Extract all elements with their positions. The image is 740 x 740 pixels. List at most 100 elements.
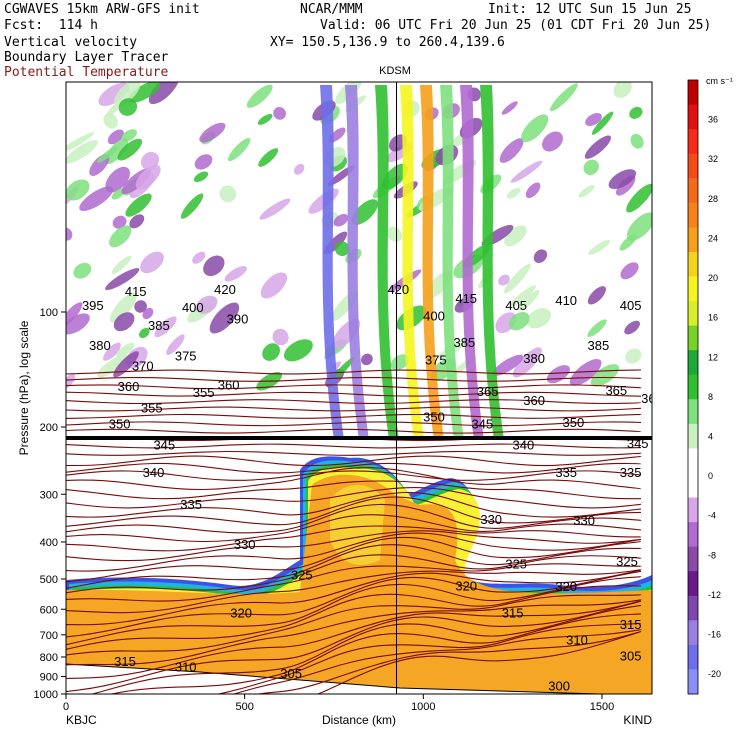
- theta-label: 340: [513, 437, 535, 452]
- colorbar-tick-label: 28: [708, 194, 718, 204]
- wave-streak: [259, 198, 291, 220]
- theta-label: 320: [455, 579, 477, 594]
- x-tick-label: 1500: [590, 701, 614, 713]
- wave-streak: [260, 272, 288, 299]
- wave-streak: [587, 286, 606, 305]
- wave-streak: [111, 255, 132, 275]
- org-label: NCAR/MMM: [300, 2, 363, 17]
- colorbar-segment: [688, 522, 698, 548]
- colorbar-tick-label: -12: [708, 590, 721, 600]
- theta-contour: [66, 503, 642, 534]
- wave-streak: [97, 146, 119, 163]
- y-tick-label: 700: [40, 630, 58, 642]
- wave-streak: [512, 347, 542, 378]
- theta-label: 330: [480, 512, 502, 527]
- theta-label: 315: [114, 654, 136, 669]
- colorbar-segment: [688, 129, 698, 155]
- field-vertical-velocity: Vertical velocity: [4, 35, 138, 50]
- y-axis-label: Pressure (hPa), log scale: [17, 320, 31, 455]
- theta-contour: [66, 421, 642, 427]
- wave-streak: [224, 266, 248, 282]
- wave-streak: [590, 364, 620, 387]
- terrain-line: [66, 663, 652, 694]
- theta-contour: [66, 585, 642, 650]
- x-tick-label: 500: [235, 701, 253, 713]
- wave-streak: [506, 188, 521, 199]
- wave-streak: [139, 327, 150, 339]
- init-time: Init: 12 UTC Sun 15 Jun 25: [488, 2, 692, 17]
- y-tick-label: 200: [40, 422, 58, 434]
- terrain: [66, 664, 652, 694]
- wave-streak: [125, 193, 152, 217]
- wave-streak: [113, 351, 139, 378]
- x-tick-label: 0: [63, 701, 69, 713]
- theta-label: 360: [641, 391, 663, 406]
- wave-streak: [583, 159, 599, 175]
- theta-contour: [66, 600, 642, 693]
- model-title: CGWAVES 15km ARW-GFS init: [4, 2, 200, 17]
- wave-streak: [504, 225, 527, 247]
- wave-streak: [118, 98, 138, 116]
- wave-streak: [121, 129, 137, 142]
- wave-streak: [525, 182, 541, 199]
- theta-label: 315: [502, 606, 524, 621]
- colorbar-segment: [688, 202, 698, 228]
- wave-streak: [578, 185, 595, 198]
- wave-streak: [508, 312, 530, 331]
- theta-label: 335: [620, 465, 642, 480]
- colorbar-segment: [688, 350, 698, 376]
- wave-streak: [272, 328, 289, 346]
- wave-streak: [503, 263, 531, 294]
- theta-contour: [66, 525, 642, 552]
- theta-label: 415: [455, 291, 477, 306]
- colorbar-segment: [688, 325, 698, 351]
- wave-streak: [262, 343, 280, 361]
- theta-label: 375: [425, 352, 447, 367]
- theta-label: 400: [182, 300, 204, 315]
- wave-streak: [626, 183, 652, 213]
- theta-contour: [66, 569, 642, 614]
- theta-label: 360: [523, 393, 545, 408]
- theta-contour: [66, 428, 642, 434]
- wave-streak: [66, 313, 90, 335]
- wave-streak: [613, 82, 632, 99]
- wave-streak: [66, 140, 98, 164]
- theta-label: 410: [555, 293, 577, 308]
- theta-label: 345: [153, 437, 175, 452]
- convective-plume: [480, 85, 504, 440]
- theta-contour: [66, 376, 642, 382]
- wave-streak: [382, 163, 408, 190]
- wave-streak: [257, 113, 273, 125]
- wave-streak: [283, 339, 313, 362]
- wave-streak: [550, 83, 578, 112]
- wave-streak: [629, 106, 643, 119]
- wave-streak: [103, 113, 118, 129]
- y-tick-label: 100: [40, 307, 58, 319]
- y-tick-label: 800: [40, 652, 58, 664]
- colorbar-segment: [688, 399, 698, 425]
- theta-label: 320: [230, 606, 252, 621]
- colorbar-segment: [688, 227, 698, 253]
- wave-streak: [154, 316, 177, 338]
- wave-streak: [620, 262, 639, 280]
- wave-streak: [116, 342, 135, 358]
- wave-streak: [546, 365, 570, 384]
- theta-contour: [66, 570, 642, 638]
- wave-streak: [569, 359, 602, 386]
- wave-streak: [492, 354, 524, 377]
- theta-label: 385: [454, 335, 476, 350]
- y-tick-label: 400: [40, 537, 58, 549]
- theta-contour: [109, 613, 642, 694]
- field-potential-temperature: Potential Temperature: [4, 65, 169, 80]
- convective-plume: [345, 85, 369, 440]
- x-end-label-left: KBJC: [66, 713, 97, 727]
- wave-streak: [180, 193, 204, 219]
- theta-label: 300: [548, 679, 570, 694]
- colorbar-unit: cm s⁻¹: [706, 76, 733, 86]
- theta-label: 305: [620, 648, 642, 663]
- theta-label: 405: [620, 298, 642, 313]
- wave-streak: [135, 164, 161, 190]
- theta-label: 385: [148, 318, 170, 333]
- wave-streak: [103, 342, 121, 361]
- wave-streak: [498, 274, 510, 286]
